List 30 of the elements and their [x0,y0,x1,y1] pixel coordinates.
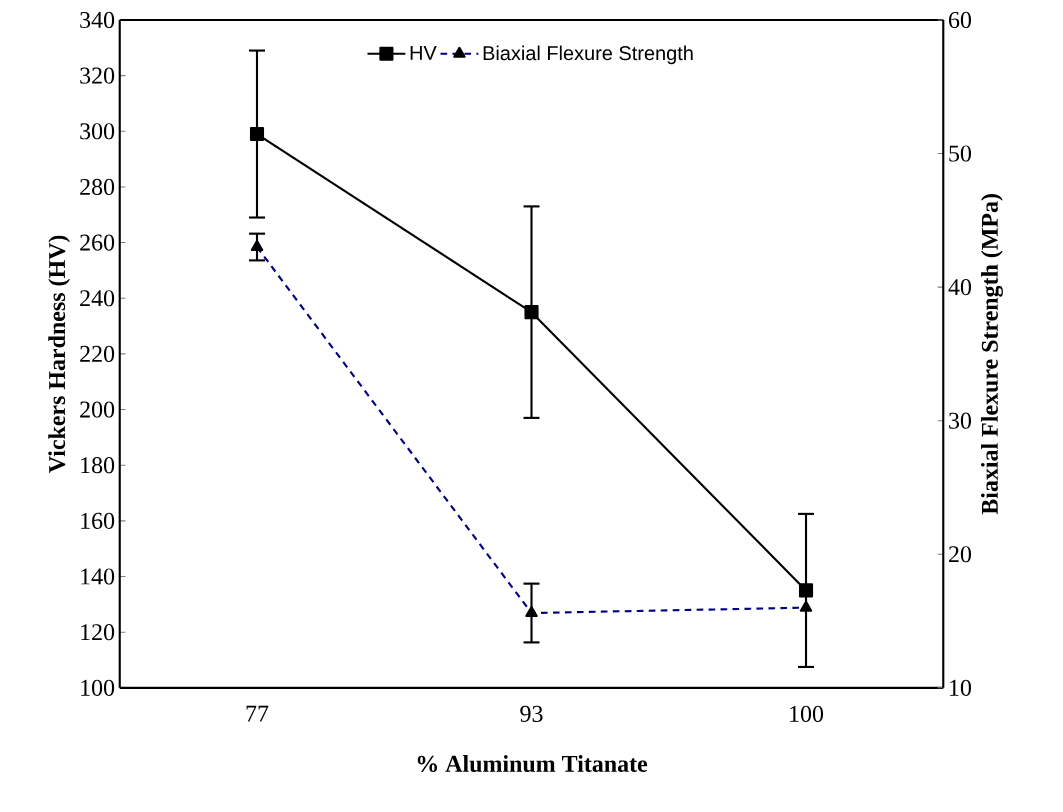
y-tick-label: 220 [80,346,115,363]
x-tick-label: 77 [246,706,269,722]
y2-tick-label: 40 [948,279,972,296]
x-tick-label: 93 [520,706,543,723]
y-tick-label: 140 [81,568,115,585]
y-tick-label: 180 [81,457,115,474]
point [249,127,265,142]
legend-label: HV [410,46,437,60]
point [798,583,814,598]
y2-tick-label: 60 [949,12,972,29]
y-tick-label: 160 [81,513,115,530]
y-tick-label: 200 [80,401,115,418]
y-tick-label: 120 [81,624,115,641]
y2-axis-title: Biaxial Flexure Strength (MPa) [981,194,1003,515]
y-tick-label: 340 [80,12,115,29]
y2-tick-label: 50 [949,145,972,162]
y-tick-label: 100 [81,679,115,697]
y-axis-title: Vickers Hardness (HV) [48,235,70,474]
point [524,305,539,320]
y-tick-label: 300 [80,123,115,140]
y-tick-label: 280 [80,179,115,196]
x-tick-label: 100 [790,706,824,723]
legend-label: Biaxial Flexure Strength [483,45,693,65]
y2-tick-label: 20 [949,546,972,563]
y-tick-label: 260 [80,234,115,251]
y-tick-label: 240 [80,290,115,307]
x-axis-title: % Aluminum Titanate [417,755,648,773]
y2-tick-label: 30 [949,412,972,429]
y2-tick-label: 10 [950,679,972,697]
y-tick-label: 320 [80,67,115,84]
